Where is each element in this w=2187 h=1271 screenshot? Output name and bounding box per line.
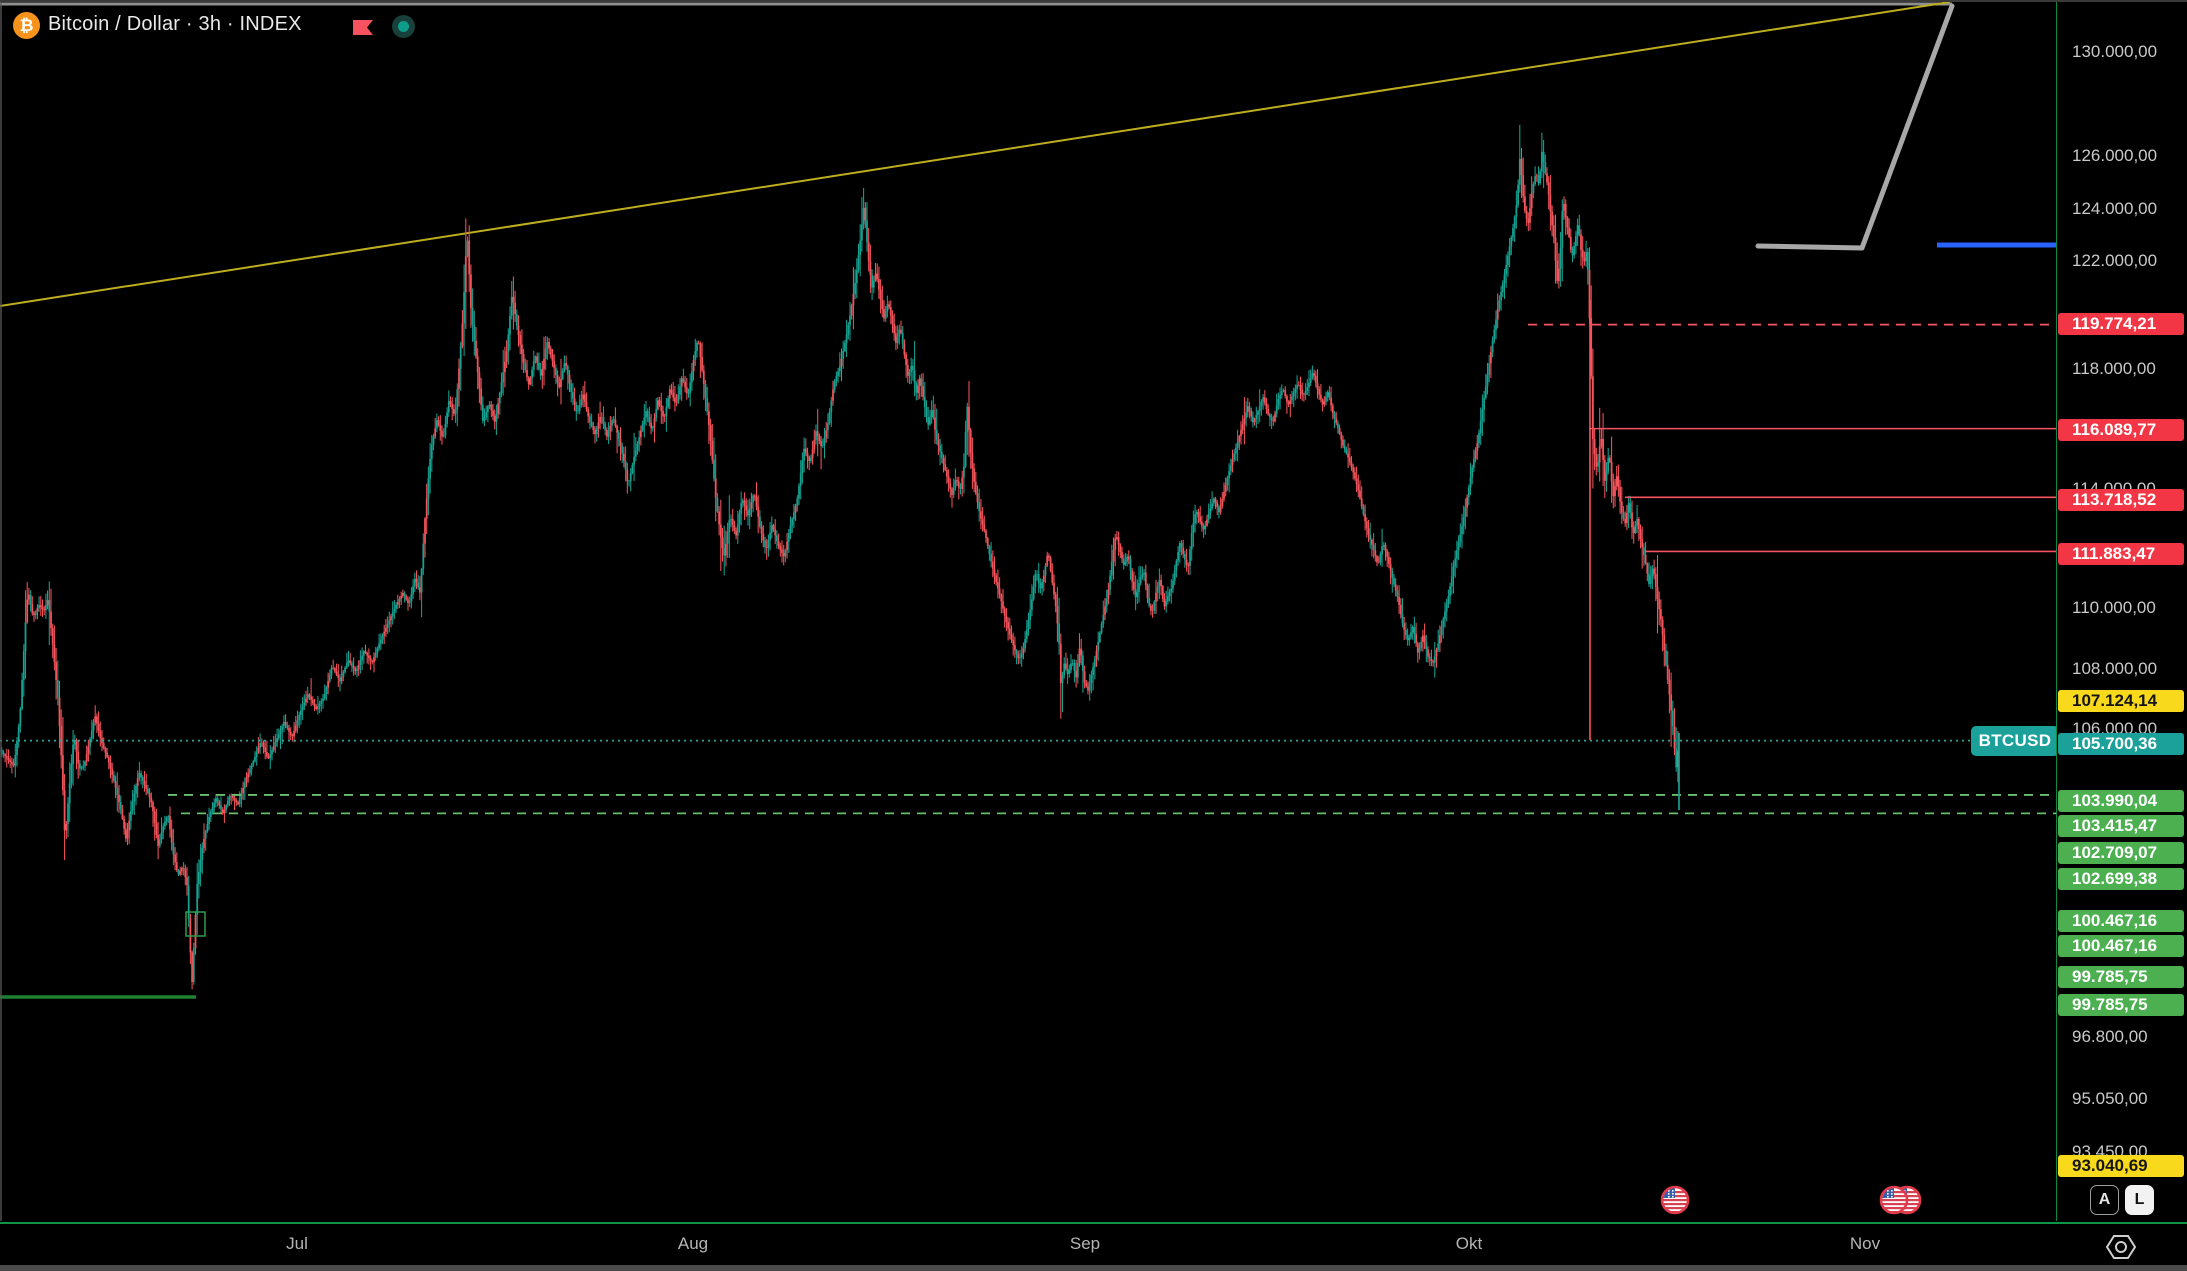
log-scale-button[interactable]: L xyxy=(2125,1185,2154,1215)
price-level-label: 103.990,04 xyxy=(2058,790,2184,812)
us-economic-event-pair[interactable] xyxy=(1879,1185,1922,1215)
price-level-label: 119.774,21 xyxy=(2058,313,2184,335)
pane-left-border xyxy=(0,2,2,1221)
price-tick: 126.000,00 xyxy=(2072,146,2158,165)
time-axis-label-jul: Jul xyxy=(286,1234,308,1253)
price-level-label: 100.467,16 xyxy=(2058,910,2184,932)
axis-buttons: A L xyxy=(2090,1185,2154,1215)
time-axis-label-okt: Okt xyxy=(1455,1234,1483,1253)
price-level-label: 105.700,36 xyxy=(2058,733,2184,755)
price-level-label: 99.785,75 xyxy=(2058,966,2184,988)
price-tick: 130.000,00 xyxy=(2072,42,2158,61)
price-level-label: 102.699,38 xyxy=(2058,868,2184,890)
price-tick: 118.000,00 xyxy=(2072,359,2156,378)
price-level-label: 107.124,14 xyxy=(2058,690,2184,712)
window-bottom-bar xyxy=(0,1265,2187,1271)
symbol-tag[interactable]: BTCUSD xyxy=(1971,725,2059,756)
price-tick: 122.000,00 xyxy=(2072,251,2158,270)
june-low-box[interactable] xyxy=(185,911,206,937)
market-status-icon[interactable] xyxy=(392,15,415,38)
bitcoin-logo-icon: ₿ xyxy=(13,12,40,39)
candlestick-chart[interactable] xyxy=(0,2,2056,1222)
price-level-label: 103.415,47 xyxy=(2058,815,2184,837)
time-axis-label-aug: Aug xyxy=(677,1234,709,1253)
chart-background xyxy=(0,2,2056,1222)
price-level-label: 100.467,16 xyxy=(2058,935,2184,957)
auto-scale-button[interactable]: A xyxy=(2090,1185,2119,1215)
time-axis[interactable]: Jul Aug Sep Okt Nov xyxy=(0,1222,2187,1267)
time-axis-label-sep: Sep xyxy=(1069,1234,1101,1253)
price-level-label: 102.709,07 xyxy=(2058,842,2184,864)
rising-trendline[interactable] xyxy=(0,2,1951,307)
us-economic-event[interactable] xyxy=(1660,1185,1690,1215)
price-level-label: 111.883,47 xyxy=(2058,543,2184,565)
price-level-label: 99.785,75 xyxy=(2058,994,2184,1016)
chart-area[interactable]: BTCUSD xyxy=(0,2,2059,1222)
price-tick: 124.000,00 xyxy=(2072,199,2158,218)
price-tick: 110.000,00 xyxy=(2072,598,2156,617)
settings-gear-icon[interactable] xyxy=(2104,1231,2138,1263)
price-level-label: 116.089,77 xyxy=(2058,419,2184,441)
price-level-label: 113.718,52 xyxy=(2058,489,2184,511)
candles-layer[interactable] xyxy=(0,124,1679,990)
status-dot-inner xyxy=(398,21,409,32)
flag-icon[interactable] xyxy=(353,20,373,35)
price-tick: 96.800,00 xyxy=(2072,1027,2148,1046)
price-tick: 95.050,00 xyxy=(2072,1089,2148,1108)
projection-zigzag[interactable] xyxy=(1755,3,1955,251)
price-axis[interactable]: A L 130.000,00 126.000,00 124.000,00 122.00… xyxy=(2056,2,2187,1221)
price-tick: 108.000,00 xyxy=(2072,659,2158,678)
price-level-label: 93.040,69 xyxy=(2058,1155,2184,1177)
symbol-title[interactable]: Bitcoin / Dollar · 3h · INDEX xyxy=(48,13,302,35)
time-axis-label-nov: Nov xyxy=(1849,1234,1881,1253)
